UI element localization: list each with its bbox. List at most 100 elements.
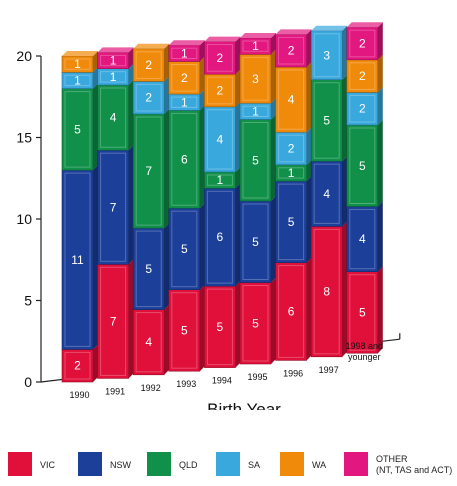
bar-segment-qld-1991: 4 (97, 80, 134, 151)
bar-value-label-sa-1998-and-younger: 2 (359, 102, 366, 116)
bar-value-label-vic-1993: 5 (181, 323, 188, 337)
bar-segment-nsw-1993: 5 (168, 203, 205, 290)
bar-value-label-vic-1992: 4 (145, 335, 152, 349)
bar-segment-vic-1993: 5 (168, 284, 205, 372)
bar-value-label-nsw-1990: 11 (71, 253, 84, 267)
bar-value-label-wa-1996: 4 (288, 93, 295, 107)
bar-value-label-other-nt-tas-and-act-1994: 2 (217, 51, 224, 65)
bar-segment-wa-1996: 4 (275, 62, 312, 133)
legend-item-wa: WA (280, 445, 326, 476)
bar-segment-vic-1996: 6 (275, 257, 312, 361)
legend-swatch-other (344, 452, 368, 476)
bar-segment-nsw-1996: 5 (275, 176, 312, 263)
bar-segment-nsw-1997: 4 (310, 156, 348, 227)
bar-segment-vic-1997: 8 (310, 221, 348, 358)
bar-value-label-other-nt-tas-and-act-1991: 1 (110, 54, 117, 68)
bar-value-label-wa-1993: 2 (181, 71, 188, 85)
bar-segment-qld-1997: 5 (310, 74, 348, 162)
bar-segment-vic-1994: 5 (204, 281, 241, 368)
bar-segment-vic-1992: 4 (132, 304, 170, 376)
bar-value-label-vic-1996: 6 (288, 305, 295, 319)
bar-segment-qld-1992: 7 (132, 109, 170, 229)
legend-label-qld: QLD (179, 460, 198, 470)
bar-value-label-wa-1990: 1 (74, 57, 81, 71)
bar-value-label-wa-1994: 2 (217, 84, 224, 98)
bar-segment-wa-1994: 2 (204, 69, 241, 108)
bar-segment-nsw-1994: 6 (204, 183, 241, 287)
bar-value-label-vic-1990: 2 (74, 359, 81, 373)
bar-value-label-nsw-1997: 4 (323, 187, 330, 201)
bar-segment-wa-1998-and-younger: 2 (346, 54, 383, 93)
x-tick-label-1995: 1995 (247, 372, 267, 382)
bar-segment-nsw-1992: 5 (132, 223, 170, 310)
bar-segment-sa-1996: 2 (275, 127, 312, 166)
bar-value-label-qld-1998-and-younger: 5 (359, 159, 366, 173)
x-tick-label-1997: 1997 (319, 365, 339, 375)
bar-segment-other-nt-tas-and-act-1996: 2 (275, 29, 312, 68)
bar-stack-1993: 5 5 6 1 2 1 (168, 40, 205, 372)
bar-value-label-nsw-1996: 5 (288, 215, 295, 229)
legend-label-sa: SA (248, 460, 261, 470)
x-tick-label-1992: 1992 (141, 383, 161, 393)
bar-value-label-sa-1995: 1 (252, 104, 259, 118)
bar-segment-sa-1990: 1 (61, 67, 98, 89)
bar-value-label-wa-1992: 2 (145, 58, 152, 72)
legend-swatch-wa (280, 452, 304, 476)
legend-swatch-sa (216, 452, 240, 476)
bar-segment-other-nt-tas-and-act-1998-and-younger: 2 (346, 22, 383, 61)
bar-segment-qld-1995: 5 (239, 114, 276, 202)
bar-value-label-vic-1998-and-younger: 5 (359, 305, 366, 319)
bar-value-label-nsw-1994: 6 (217, 230, 224, 244)
bar-stack-1992: 4 5 7 2 2 (132, 43, 170, 376)
legend-item-nsw: NSW (78, 445, 131, 476)
bar-segment-qld-1990: 5 (61, 83, 98, 171)
bar-value-label-qld-1995: 5 (252, 153, 259, 167)
legend-swatch-nsw (78, 452, 102, 476)
chart-legend: VIC NSW QLD SA WA OTHER (NT, TAS and ACT… (0, 445, 457, 486)
bar-stack-1996: 6 5 1 2 4 2 (275, 29, 312, 361)
bar-stack-1991: 7 7 4 1 1 (97, 47, 134, 379)
legend-swatch-vic (8, 452, 32, 476)
x-tick-label-1998-and-younger: 1998 and younger (346, 341, 384, 362)
bar-segment-other-nt-tas-and-act-1994: 2 (204, 36, 241, 75)
bar-value-label-qld-1994: 1 (217, 173, 224, 187)
y-tick-label-0: 0 (24, 374, 32, 390)
bar-value-label-sa-1996: 2 (288, 142, 295, 156)
bar-segment-vic-1991: 7 (97, 259, 134, 379)
bar-stack-1994: 5 6 1 4 2 2 (204, 36, 241, 368)
bar-value-label-other-nt-tas-and-act-1995: 1 (252, 39, 259, 53)
bar-segment-qld-1993: 6 (168, 105, 205, 209)
bar-segment-nsw-1995: 5 (239, 196, 276, 283)
bar-segment-sa-1992: 2 (132, 76, 170, 115)
bar-segment-wa-1992: 2 (132, 43, 170, 82)
bar-value-label-qld-1991: 4 (110, 111, 117, 125)
bar-segment-qld-1998-and-younger: 5 (346, 120, 383, 207)
bar-segment-vic-1998-and-younger: 5 (346, 266, 383, 354)
bar-value-label-wa-1998-and-younger: 2 (359, 69, 366, 83)
chart-bars: 2115117741145722556121561422555131651242… (61, 22, 383, 383)
bar-value-label-vic-1994: 5 (217, 320, 224, 334)
x-tick-label-1991: 1991 (105, 386, 125, 396)
bar-value-label-other-nt-tas-and-act-1996: 2 (288, 44, 295, 58)
bar-segment-sa-1998-and-younger: 2 (346, 87, 383, 126)
bar-stack-1998-and-younger: 5 4 5 2 2 2 (346, 22, 383, 354)
x-axis-title: Birth Year (207, 400, 281, 410)
bar-value-label-vic-1995: 5 (252, 316, 259, 330)
bar-value-label-nsw-1995: 5 (252, 235, 259, 249)
bar-segment-other-nt-tas-and-act-1993: 1 (168, 40, 205, 62)
legend-item-sa: SA (216, 445, 260, 476)
legend-label-vic: VIC (40, 460, 56, 470)
bar-value-label-vic-1997: 8 (323, 285, 330, 299)
bar-stack-1997: 8 4 5 3 (310, 25, 348, 358)
bar-segment-other-nt-tas-and-act-1995: 1 (239, 33, 276, 55)
legend-item-qld: QLD (147, 445, 198, 476)
bar-segment-wa-1995: 3 (239, 49, 276, 104)
bar-value-label-qld-1990: 5 (74, 122, 81, 136)
bar-value-label-sa-1990: 1 (74, 73, 81, 87)
legend-label-other: OTHER (NT, TAS and ACT) (376, 454, 453, 475)
bar-value-label-sa-1994: 4 (217, 132, 224, 146)
bar-value-label-sa-1997: 3 (323, 48, 330, 62)
bar-segment-sa-1994: 4 (204, 101, 241, 173)
bar-segment-vic-1990: 2 (61, 344, 98, 383)
bar-segment-wa-1990: 1 (61, 51, 98, 73)
